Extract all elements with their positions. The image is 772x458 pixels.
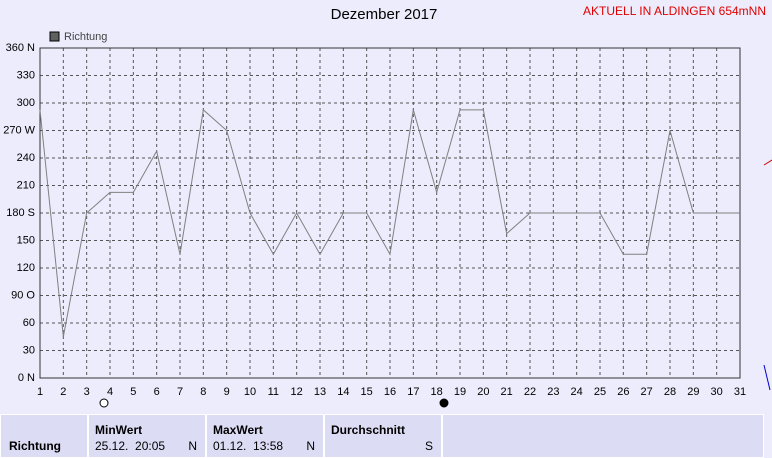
y-tick-label: 270 W — [3, 124, 35, 136]
col-header: Durchschnitt — [331, 423, 406, 437]
x-tick-label: 18 — [431, 386, 443, 398]
cell: MinWert 25.12. 20:05 N — [88, 414, 206, 458]
side-mark — [763, 159, 772, 166]
legend-swatch — [49, 31, 60, 42]
value: S — [424, 439, 433, 453]
row-label: Richtung — [9, 439, 61, 453]
x-tick-label: 15 — [361, 386, 373, 398]
y-tick-label: 120 — [17, 262, 35, 274]
x-tick-label: 9 — [224, 386, 230, 398]
x-tick-label: 5 — [130, 386, 136, 398]
data-line — [39, 108, 740, 337]
x-tick-label: 10 — [244, 386, 256, 398]
y-tick-label: 90 O — [11, 289, 35, 301]
x-tick-label: 12 — [291, 386, 303, 398]
x-tick-label: 7 — [177, 386, 183, 398]
x-tick-label: 25 — [594, 386, 606, 398]
cell: MaxWert 01.12. 13:58 N — [206, 414, 324, 458]
x-tick-label: 31 — [734, 386, 746, 398]
x-tick-label: 19 — [454, 386, 466, 398]
x-tick-label: 22 — [524, 386, 536, 398]
x-tick-label: 16 — [384, 386, 396, 398]
y-tick-label: 330 — [17, 69, 35, 81]
col-header: MinWert — [95, 423, 143, 437]
time: 25.12. 20:05 — [95, 439, 166, 453]
x-tick-label: 30 — [711, 386, 723, 398]
x-tick-label: 14 — [337, 386, 349, 398]
x-tick-label: 26 — [617, 386, 629, 398]
x-tick-label: 23 — [547, 386, 559, 398]
value: N — [306, 439, 315, 453]
y-tick-label: 150 — [17, 234, 35, 246]
y-tick-label: 60 — [23, 317, 35, 329]
x-tick-label: 27 — [641, 386, 653, 398]
col-header: MaxWert — [213, 423, 263, 437]
side-mark — [763, 364, 771, 391]
x-tick-label: 13 — [314, 386, 326, 398]
x-tick-label: 1 — [37, 386, 43, 398]
x-tick-label: 24 — [571, 386, 583, 398]
moon-icon — [439, 398, 449, 408]
y-tick-label: 210 — [17, 179, 35, 191]
x-tick-label: 8 — [200, 386, 206, 398]
x-tick-label: 20 — [477, 386, 489, 398]
cell: Durchschnitt S — [324, 414, 442, 458]
row-cell: Richtung — [0, 414, 88, 458]
x-tick-label: 3 — [84, 386, 90, 398]
x-tick-label: 2 — [60, 386, 66, 398]
y-tick-label: 360 N — [6, 42, 35, 54]
subtitle: AKTUELL IN ALDINGEN 654mNN — [583, 4, 766, 18]
y-tick-label: 240 — [17, 152, 35, 164]
legend-label: Richtung — [64, 31, 107, 43]
x-tick-label: 17 — [407, 386, 419, 398]
x-tick-label: 21 — [501, 386, 513, 398]
chart: Dezember 2017 AKTUELL IN ALDINGEN 654mNN… — [3, 4, 772, 408]
chart-title: Dezember 2017 — [331, 6, 438, 23]
y-tick-label: 180 S — [6, 207, 35, 219]
x-tick-label: 11 — [268, 386, 279, 398]
y-tick-label: 0 N — [18, 372, 35, 384]
x-tick-label: 28 — [664, 386, 676, 398]
x-tick-label: 6 — [154, 386, 160, 398]
y-tick-label: 30 — [23, 344, 35, 356]
value: N — [188, 439, 197, 453]
x-tick-label: 4 — [107, 386, 113, 398]
summary-table: Richtung MinWert 25.12. 20:05 N MaxWert 01.… — [0, 414, 772, 458]
x-tick-label: 29 — [687, 386, 699, 398]
y-tick-label: 300 — [17, 97, 35, 109]
time: 01.12. 13:58 — [213, 439, 284, 453]
moon-icon — [99, 398, 109, 408]
cell — [442, 414, 764, 458]
